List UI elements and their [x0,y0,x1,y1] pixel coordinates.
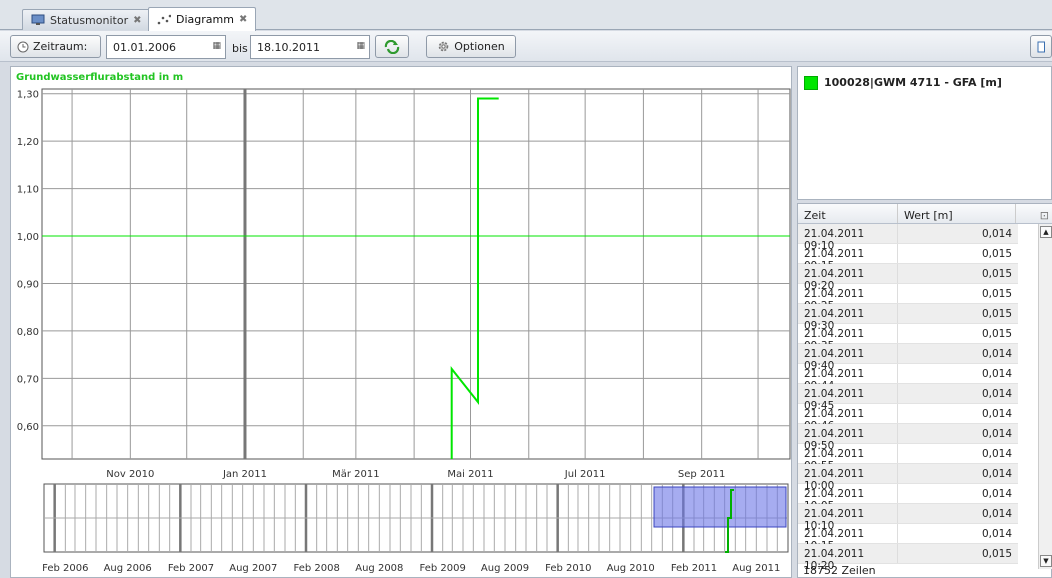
cell-wert: 0,014 [981,348,1012,360]
scroll-up-icon[interactable]: ▲ [1040,226,1052,238]
cell-wert: 0,014 [981,408,1012,420]
chart-icon [157,14,171,24]
refresh-icon [384,39,400,54]
bis-label: bis [232,42,248,55]
refresh-button[interactable] [375,35,409,58]
cell-wert: 0,015 [981,328,1012,340]
cell-wert: 0,014 [981,388,1012,400]
cell-zeit: 21.04.2011 09:15 [798,244,898,272]
scroll-down-icon[interactable]: ▼ [1040,555,1052,567]
cell-zeit: 21.04.2011 09:35 [798,324,898,352]
table-row[interactable]: 21.04.2011 10:05 0,014 [798,484,1018,512]
cell-wert: 0,015 [981,288,1012,300]
cell-wert: 0,014 [981,428,1012,440]
cell-wert: 0,014 [981,528,1012,540]
table-row[interactable]: 21.04.2011 09:45 0,014 [798,384,1018,412]
legend-swatch [804,76,818,90]
cell-zeit: 21.04.2011 09:20 [798,264,898,292]
table-row[interactable]: 21.04.2011 10:15 0,014 [798,524,1018,552]
cell-wert: 0,014 [981,488,1012,500]
table-row[interactable]: 21.04.2011 09:10 0,014 [798,224,1018,252]
tab-statusmonitor[interactable]: Statusmonitor ✖ [22,9,151,30]
options-label: Optionen [454,40,505,53]
from-date-value: 01.01.2006 [113,40,176,54]
options-button[interactable]: Optionen [426,35,516,58]
cell-wert: 0,014 [981,228,1012,240]
calendar-icon[interactable]: ▦ [212,41,221,51]
calendar-icon[interactable]: ▦ [356,41,365,51]
cell-zeit: 21.04.2011 10:05 [798,484,898,512]
cell-zeit: 21.04.2011 10:10 [798,504,898,532]
cell-zeit: 21.04.2011 09:46 [798,404,898,432]
cell-wert: 0,014 [981,448,1012,460]
table-row[interactable]: 21.04.2011 09:46 0,014 [798,404,1018,432]
table-row[interactable]: 21.04.2011 09:30 0,015 [798,304,1018,332]
tab-label: Diagramm [176,13,234,26]
cell-wert: 0,015 [981,308,1012,320]
cell-wert: 0,014 [981,368,1012,380]
to-date-value: 18.10.2011 [257,40,320,54]
to-date-field[interactable]: 18.10.2011 ▦ [250,35,370,59]
legend-panel: 100028|GWM 4711 - GFA [m] [797,66,1052,200]
table-row[interactable]: 21.04.2011 09:20 0,015 [798,264,1018,292]
vertical-scrollbar[interactable]: ▲ ▼ [1038,224,1052,569]
clock-icon [17,41,29,52]
panel-toggle-button[interactable] [1030,35,1052,58]
table-row[interactable]: 21.04.2011 09:35 0,015 [798,324,1018,352]
data-table: Zeit Wert [m] ⊡ 21.04.2011 09:10 0,014 21.… [797,203,1052,578]
chart-ylabel: Grundwasserflurabstand in m [16,72,184,83]
tab-diagramm[interactable]: Diagramm ✖ [148,7,257,31]
table-row[interactable]: 21.04.2011 10:20 0,015 [798,544,1018,572]
table-row[interactable]: 21.04.2011 09:15 0,015 [798,244,1018,272]
cell-zeit: 21.04.2011 09:50 [798,424,898,452]
cell-wert: 0,015 [981,548,1012,560]
cell-zeit: 21.04.2011 09:45 [798,384,898,412]
cell-zeit: 21.04.2011 09:40 [798,344,898,372]
column-chooser-icon[interactable]: ⊡ [1039,209,1049,222]
tab-strip: Statusmonitor ✖ Diagramm ✖ [0,0,1052,31]
cell-zeit: 21.04.2011 09:25 [798,284,898,312]
legend-label[interactable]: 100028|GWM 4711 - GFA [m] [824,76,1002,89]
table-row[interactable]: 21.04.2011 10:00 0,014 [798,464,1018,492]
toolbar: Zeitraum: 01.01.2006 ▦ bis 18.10.2011 ▦ … [0,31,1052,62]
table-row[interactable]: 21.04.2011 09:55 0,014 [798,444,1018,472]
table-header: Zeit Wert [m] ⊡ [798,204,1052,224]
cell-zeit: 21.04.2011 10:00 [798,464,898,492]
close-icon[interactable]: ✖ [238,14,248,25]
cell-zeit: 21.04.2011 10:20 [798,544,898,572]
close-icon[interactable]: ✖ [133,14,142,26]
gear-icon [438,41,449,52]
tab-label: Statusmonitor [50,13,129,27]
layout-icon [1037,41,1045,52]
row-count: 18752 Zeilen [803,564,876,577]
chart-panel [10,66,792,578]
cell-wert: 0,015 [981,248,1012,260]
cell-wert: 0,014 [981,508,1012,520]
table-row[interactable]: 21.04.2011 10:10 0,014 [798,504,1018,532]
cell-wert: 0,014 [981,468,1012,480]
cell-wert: 0,015 [981,268,1012,280]
from-date-field[interactable]: 01.01.2006 ▦ [106,35,226,59]
table-row[interactable]: 21.04.2011 09:50 0,014 [798,424,1018,452]
zeitraum-label: Zeitraum: [33,40,88,53]
monitor-icon [31,14,45,25]
cell-zeit: 21.04.2011 10:15 [798,524,898,552]
zeitraum-button[interactable]: Zeitraum: [10,35,101,58]
column-header-zeit[interactable]: Zeit [798,204,898,223]
cell-zeit: 21.04.2011 09:30 [798,304,898,332]
table-row[interactable]: 21.04.2011 09:40 0,014 [798,344,1018,372]
cell-zeit: 21.04.2011 09:44 [798,364,898,392]
cell-zeit: 21.04.2011 09:10 [798,224,898,252]
cell-zeit: 21.04.2011 09:55 [798,444,898,472]
table-row[interactable]: 21.04.2011 09:44 0,014 [798,364,1018,392]
column-header-wert[interactable]: Wert [m] [898,204,1016,223]
table-row[interactable]: 21.04.2011 09:25 0,015 [798,284,1018,312]
